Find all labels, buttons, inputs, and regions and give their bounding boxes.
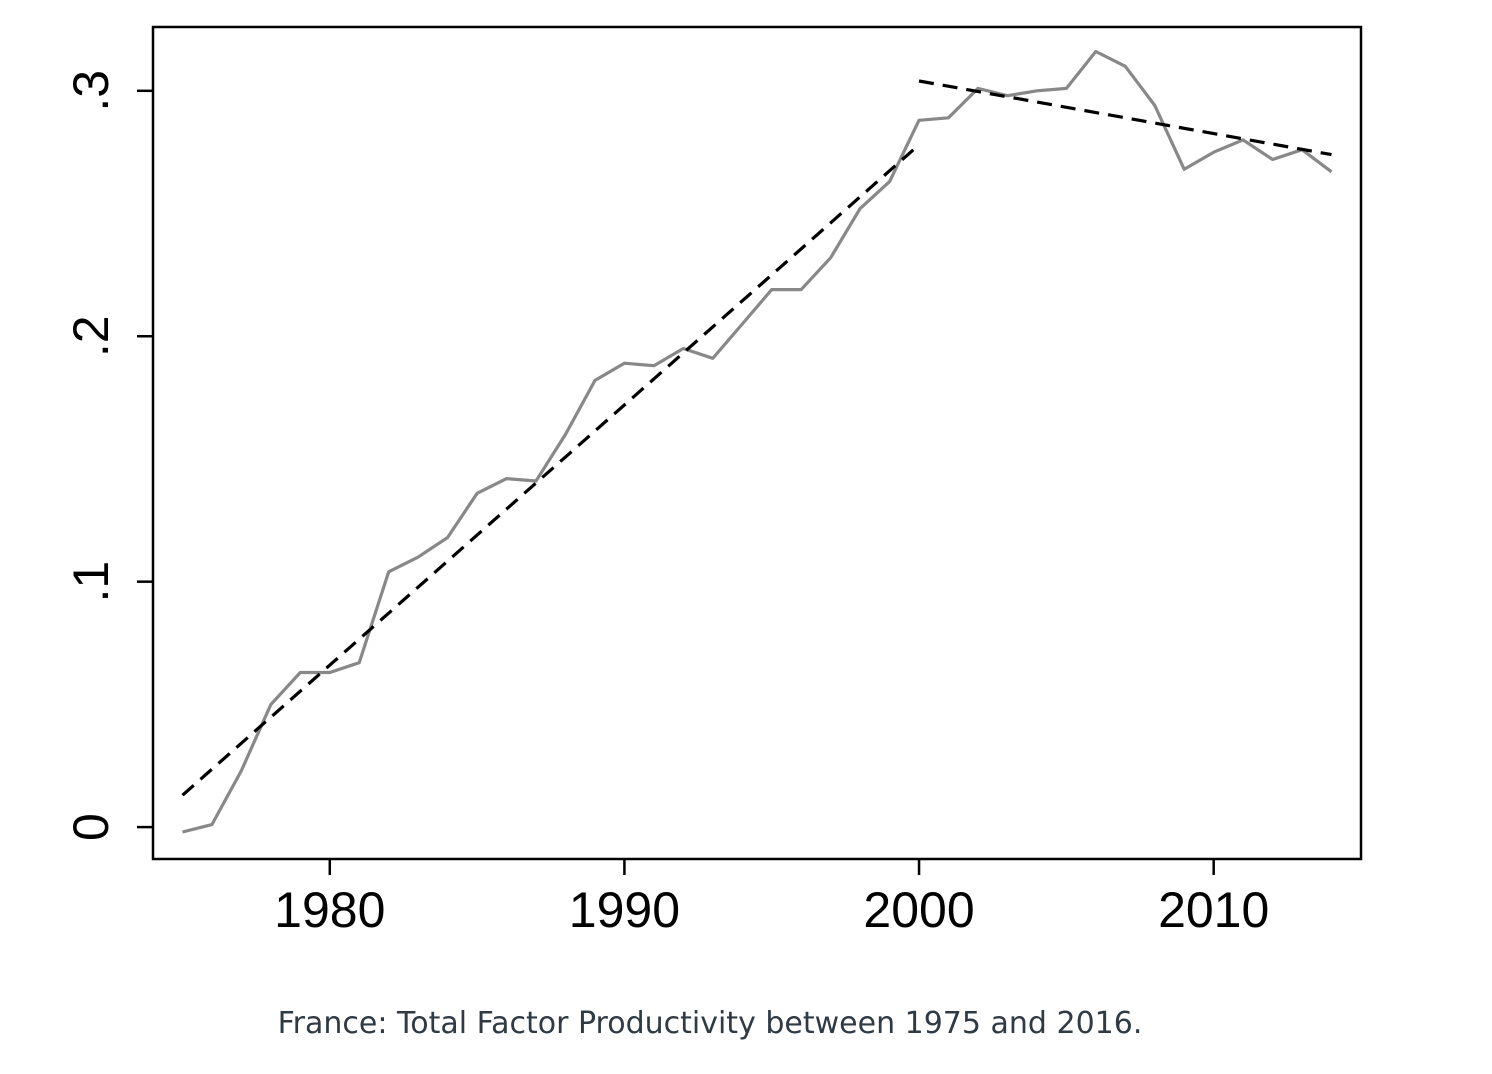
- x-axis: 1980 1990 2000 2010: [274, 859, 1269, 938]
- y-tick-label: .1: [63, 561, 119, 603]
- chart-caption: France: Total Factor Productivity betwee…: [277, 1006, 1143, 1041]
- y-axis: 0 .1 .2 .3: [63, 70, 153, 841]
- chart: 1980 1990 2000 2010 0 .1 .2 .3: [63, 25, 1363, 938]
- y-tick-label: .2: [63, 315, 119, 357]
- x-tick-label: 1980: [274, 882, 385, 938]
- tfp-series-line: [182, 49, 1333, 834]
- y-tick-label: .3: [63, 70, 119, 112]
- x-tick-label: 1990: [569, 882, 680, 938]
- x-tick-label: 2010: [1158, 882, 1269, 938]
- trend-line-1: [181, 143, 921, 797]
- y-tick-label: 0: [63, 813, 119, 841]
- x-tick-label: 2000: [863, 882, 974, 938]
- series-layer: [181, 49, 1333, 834]
- trend-line-2: [918, 79, 1332, 157]
- plot-frame: [151, 25, 1363, 861]
